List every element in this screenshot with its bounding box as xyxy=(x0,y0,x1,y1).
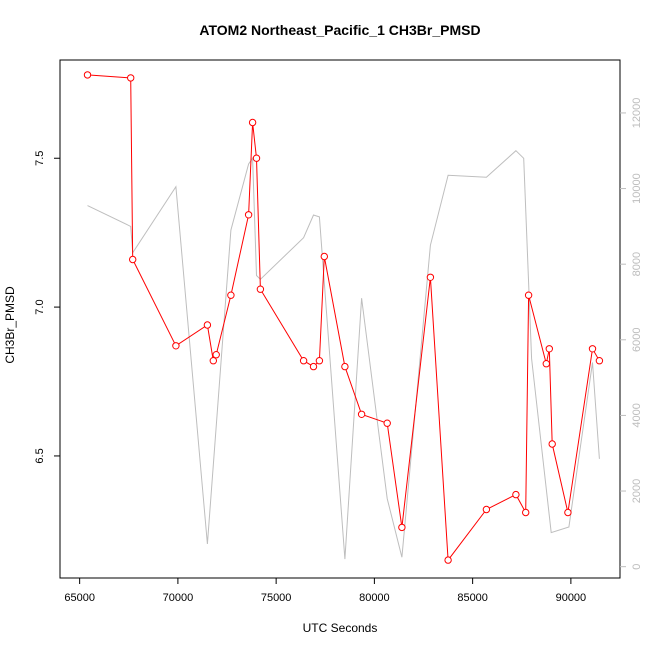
data-point-6 xyxy=(212,351,220,359)
x-tick-label-4: 85000 xyxy=(457,592,488,604)
y2-tick-label-4: 8000 xyxy=(631,252,643,276)
y2-tick-label-6: 12000 xyxy=(631,98,643,129)
y-axis-label: CH3Br_PMSD xyxy=(3,286,17,364)
data-point-12 xyxy=(299,357,308,365)
x-tick-label-2: 75000 xyxy=(261,592,292,604)
y2-tick-label-2: 4000 xyxy=(631,403,643,427)
series-line-1 xyxy=(87,150,600,560)
data-point-25 xyxy=(524,291,533,299)
data-point-30 xyxy=(588,345,597,353)
y-tick-label-0: 6.5 xyxy=(34,448,46,463)
data-point-3 xyxy=(172,342,180,350)
data-point-27 xyxy=(545,345,553,353)
y-tick-label-1: 7.0 xyxy=(34,299,46,314)
data-point-7 xyxy=(227,291,235,299)
data-point-13 xyxy=(309,362,318,371)
x-axis-label: UTC Seconds xyxy=(303,621,378,635)
primary-series xyxy=(83,71,604,564)
data-point-20 xyxy=(426,273,435,281)
plot-frame xyxy=(59,59,621,579)
chart-title: ATOM2 Northeast_Pacific_1 CH3Br_PMSD xyxy=(199,22,480,38)
x-tick-label-0: 65000 xyxy=(64,592,95,604)
data-point-0 xyxy=(83,71,92,79)
y-tick-label-2: 7.5 xyxy=(34,151,46,166)
secondary-series xyxy=(87,150,600,560)
y2-tick-label-0: 0 xyxy=(631,564,643,570)
x-tick-label-3: 80000 xyxy=(359,592,390,604)
data-point-22 xyxy=(482,505,491,514)
x-tick-label-1: 70000 xyxy=(163,592,194,604)
data-point-21 xyxy=(444,556,452,564)
data-point-26 xyxy=(542,360,550,368)
data-point-29 xyxy=(564,508,572,517)
data-point-16 xyxy=(341,362,349,371)
data-point-28 xyxy=(548,440,556,448)
data-point-8 xyxy=(244,211,253,219)
x-tick-label-5: 90000 xyxy=(556,592,587,604)
data-point-31 xyxy=(595,357,604,365)
data-point-15 xyxy=(320,252,328,261)
y2-tick-label-1: 2000 xyxy=(631,479,643,503)
y2-tick-label-5: 10000 xyxy=(631,173,643,204)
data-point-4 xyxy=(203,321,212,329)
data-point-17 xyxy=(357,410,366,418)
axes: 65000 70000 75000 80000 85000 90000 6.5 7.0 7.5 0… xyxy=(34,59,643,604)
data-point-9 xyxy=(248,118,257,127)
data-point-1 xyxy=(127,74,135,82)
data-point-23 xyxy=(512,490,520,499)
y2-tick-label-3: 6000 xyxy=(631,328,643,352)
series-line-0 xyxy=(87,74,600,562)
data-point-5 xyxy=(209,357,218,365)
data-point-19 xyxy=(398,523,406,532)
data-point-2 xyxy=(129,255,137,264)
data-point-24 xyxy=(522,508,530,517)
data-point-18 xyxy=(383,419,391,427)
data-point-11 xyxy=(256,285,265,293)
data-point-10 xyxy=(252,154,261,162)
data-point-14 xyxy=(315,357,324,365)
